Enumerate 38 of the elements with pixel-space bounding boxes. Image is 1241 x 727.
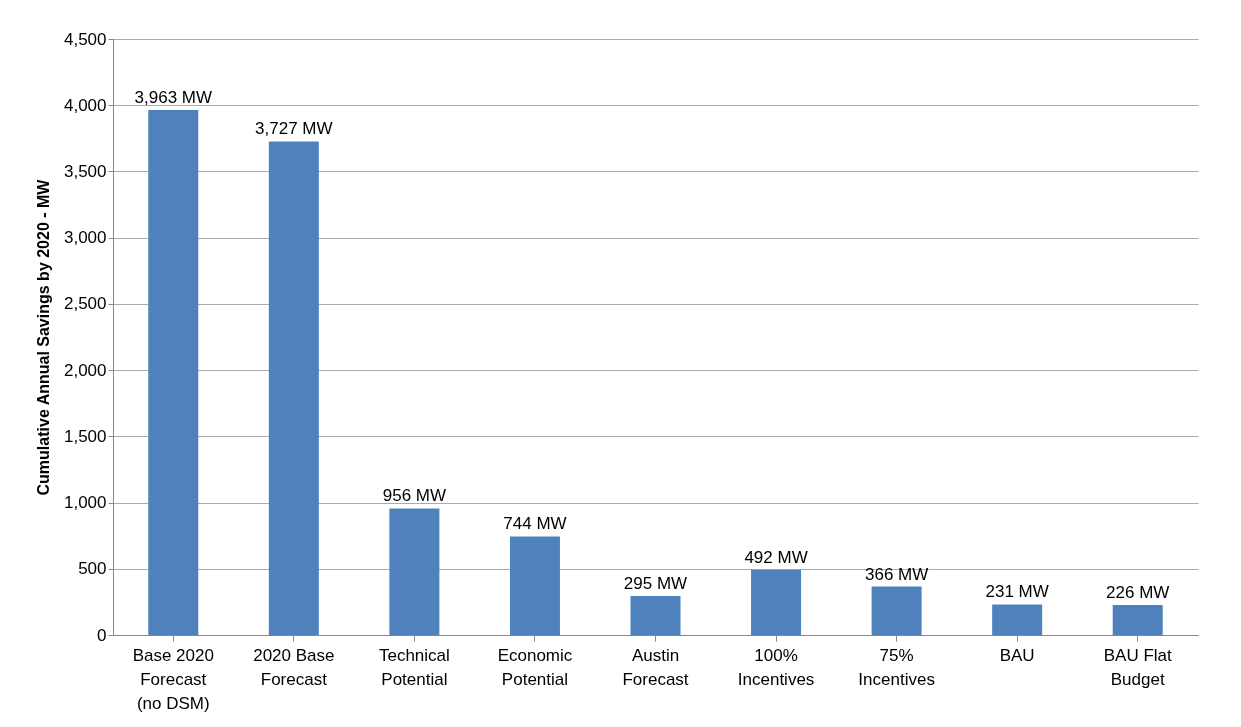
x-tick-label: 100% Incentives [737,645,815,689]
data-label: 226 MW [1106,583,1170,603]
x-tick-label: Technical Potential [378,645,450,689]
x-tick-label: Austin Forecast [622,645,689,689]
y-tick-label: 3,000 [63,228,107,248]
data-label: 3,727 MW [255,119,333,139]
y-tick-label: 500 [78,559,107,579]
y-axis-title: Cumulative Annual Savings by 2020 - MW [34,178,52,496]
x-tick-label: BAU Flat Budget [1103,645,1172,689]
bar [630,595,681,635]
bar [509,536,560,635]
x-tick-label: Base 2020 Forecast (no DSM) [132,645,214,713]
y-tick-label: 3,500 [63,161,107,181]
x-tick-label: Economic Potential [497,645,573,689]
x-tick-label: BAU [999,645,1035,665]
bar [751,569,802,635]
data-label: 744 MW [503,514,567,534]
bar [148,110,199,635]
y-tick-label: 2,000 [63,360,107,380]
x-tick-label: 75% Incentives [858,645,935,689]
bar [871,586,922,635]
data-label: 231 MW [985,582,1049,602]
bar [992,604,1043,635]
x-tick-label: 2020 Base Forecast [253,645,335,689]
y-tick-label: 1,500 [63,426,107,446]
bar [389,508,440,635]
bar [1112,605,1163,635]
data-label: 956 MW [382,486,447,506]
bar [268,141,319,635]
data-label: 492 MW [744,547,808,567]
data-label: 366 MW [864,564,929,584]
data-label: 3,963 MW [134,88,213,108]
y-tick-label: 1,000 [63,493,107,513]
y-tick-label: 4,000 [63,95,107,115]
y-tick-label: 4,500 [63,29,107,49]
y-tick-label: 2,500 [63,294,107,314]
data-label: 295 MW [623,573,688,593]
y-tick-label: 0 [97,625,107,645]
